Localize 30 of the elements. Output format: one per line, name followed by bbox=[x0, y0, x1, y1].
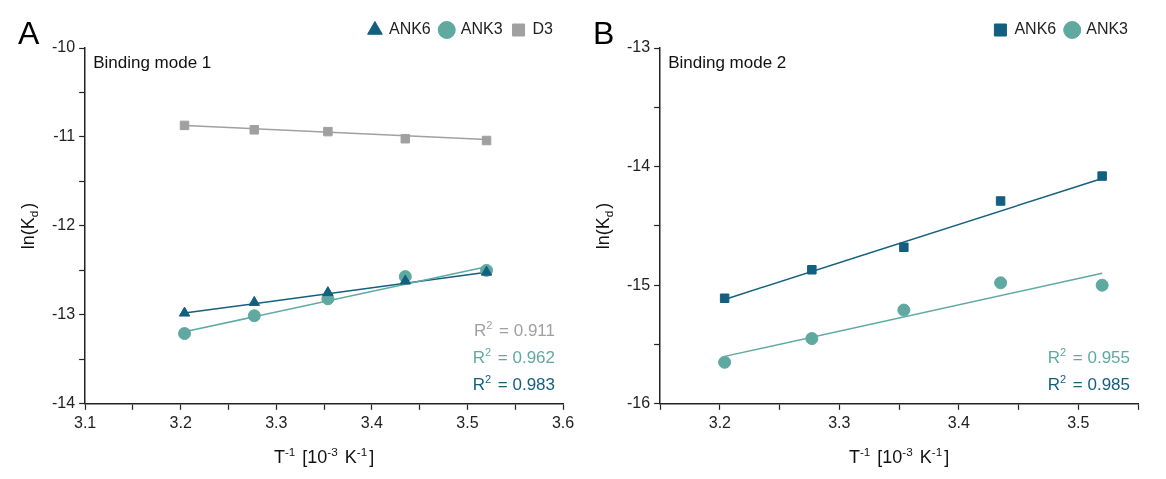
x-tick-label: 3.4 bbox=[947, 413, 971, 431]
legend-label: ANK6 bbox=[1014, 20, 1057, 38]
legend-label: ANK6 bbox=[388, 20, 431, 38]
x-tick-label: 3.5 bbox=[456, 413, 479, 431]
y-tick-label: -14 bbox=[627, 157, 651, 175]
legend-label: D3 bbox=[532, 20, 554, 38]
x-tick-label: 3.4 bbox=[360, 413, 384, 431]
x-tick-label: 3.3 bbox=[828, 413, 851, 431]
y-tick-label: -12 bbox=[52, 216, 76, 234]
x-tick-label: 3.2 bbox=[169, 413, 192, 431]
y-tick-label: -15 bbox=[627, 275, 651, 293]
legend-label: ANK3 bbox=[460, 20, 503, 38]
y-tick-label: -10 bbox=[52, 38, 76, 56]
x-tick-label: 3.5 bbox=[1067, 413, 1090, 431]
annotation: Binding mode 1 bbox=[93, 53, 212, 72]
chart-title: B bbox=[593, 15, 615, 51]
x-tick-label: 3.6 bbox=[551, 413, 575, 431]
annotation: Binding mode 2 bbox=[668, 53, 787, 72]
x-tick-label: 3.1 bbox=[74, 413, 97, 431]
y-tick-label: -16 bbox=[627, 394, 651, 412]
y-axis-title: ln(Kd) bbox=[18, 202, 40, 250]
chart-title: A bbox=[18, 15, 40, 51]
y-tick-label: -13 bbox=[627, 38, 651, 56]
y-tick-label: -14 bbox=[52, 394, 76, 412]
x-tick-label: 3.3 bbox=[265, 413, 288, 431]
y-tick-label: -13 bbox=[52, 305, 76, 323]
y-tick-label: -11 bbox=[53, 127, 76, 145]
y-axis-title: ln(Kd) bbox=[593, 202, 615, 250]
x-tick-label: 3.2 bbox=[708, 413, 732, 431]
legend-label: ANK3 bbox=[1086, 20, 1129, 38]
